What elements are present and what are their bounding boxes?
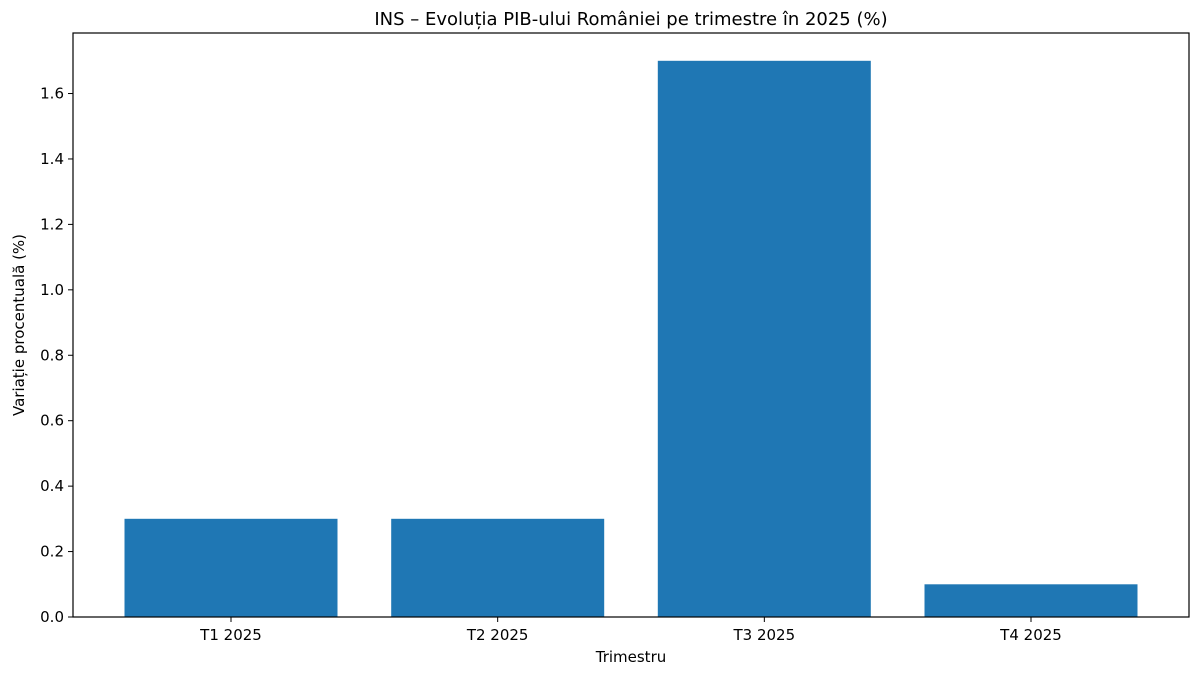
y-tick-label: 0.6 [40, 412, 64, 430]
y-tick-label: 0.0 [40, 608, 64, 626]
bar-t2-2025 [391, 518, 605, 617]
bar-t4-2025 [924, 584, 1138, 617]
y-axis-label: Variație procentuală (%) [10, 234, 28, 416]
x-tick-label: T1 2025 [199, 626, 262, 644]
x-axis-label: Trimestru [595, 648, 667, 666]
chart-title: INS – Evoluția PIB-ului României pe trim… [374, 9, 887, 30]
bars-group [124, 60, 1138, 618]
y-tick-label: 1.6 [40, 85, 64, 103]
y-tick-label: 0.2 [40, 543, 64, 561]
y-tick-label: 0.8 [40, 346, 64, 364]
y-tick-label: 1.4 [40, 150, 64, 168]
x-axis-ticks: T1 2025 T2 2025 T3 2025 T4 2025 [199, 617, 1062, 644]
x-tick-label: T3 2025 [733, 626, 796, 644]
y-tick-label: 0.4 [40, 477, 64, 495]
bar-t3-2025 [657, 60, 871, 618]
x-tick-label: T2 2025 [466, 626, 529, 644]
y-tick-label: 1.2 [40, 215, 64, 233]
y-tick-label: 1.0 [40, 281, 64, 299]
x-tick-label: T4 2025 [999, 626, 1062, 644]
plot-frame [72, 32, 1190, 618]
bar-t1-2025 [124, 518, 338, 617]
y-axis-ticks: 0.0 0.2 0.4 0.6 0.8 1.0 1.2 1.4 1.6 [40, 85, 73, 626]
